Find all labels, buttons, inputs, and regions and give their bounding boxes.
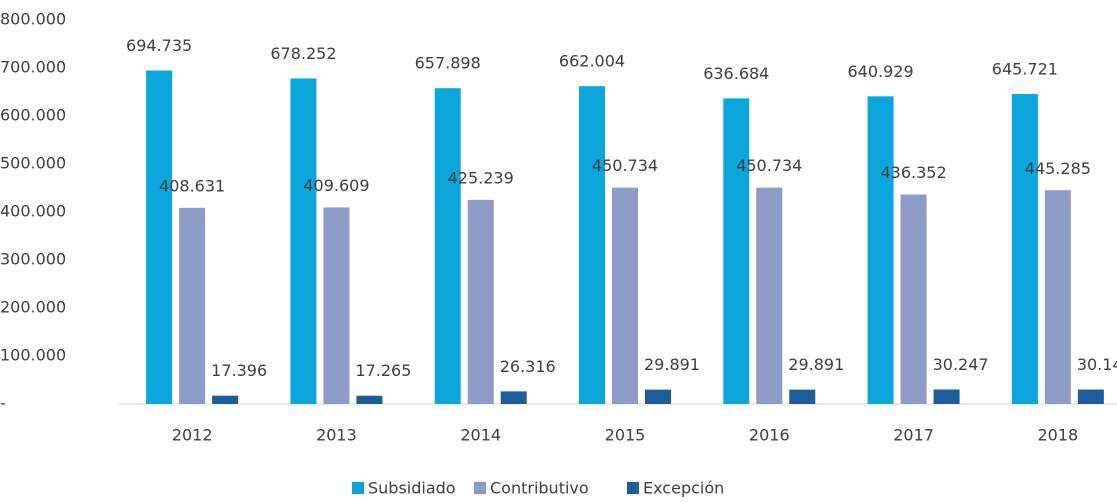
data-label: 636.684 <box>703 64 769 83</box>
y-tick-label: 600.000 <box>0 106 66 125</box>
x-tick-label: 2015 <box>605 426 646 445</box>
bar <box>789 389 816 404</box>
data-label: 445.285 <box>1025 159 1091 178</box>
bar <box>933 389 960 404</box>
bar <box>723 98 750 405</box>
data-label: 640.929 <box>847 62 913 81</box>
data-label: 17.396 <box>211 361 267 380</box>
bar <box>1044 190 1071 404</box>
data-label: 17.265 <box>355 361 411 380</box>
data-label: 408.631 <box>159 176 225 195</box>
legend-label: Subsidiado <box>368 479 456 498</box>
data-label: 29.891 <box>644 355 700 374</box>
data-label: 450.734 <box>736 156 802 175</box>
x-tick-label: 2018 <box>1037 426 1078 445</box>
bar <box>179 207 206 404</box>
legend-swatch <box>474 482 486 494</box>
y-tick-label: 800.000 <box>0 10 66 29</box>
x-tick-label: 2014 <box>460 426 501 445</box>
x-tick-label: 2012 <box>172 426 213 445</box>
bar <box>1077 389 1104 404</box>
data-label: 29.891 <box>788 355 844 374</box>
y-tick-label: 300.000 <box>0 250 66 269</box>
legend-swatch <box>352 482 364 494</box>
legend-label: Excepción <box>643 479 724 498</box>
data-label: 425.239 <box>448 168 514 187</box>
bar <box>500 391 527 404</box>
bar <box>612 187 638 404</box>
legend-swatch <box>627 482 639 494</box>
x-tick-label: 2013 <box>316 426 357 445</box>
data-label: 450.734 <box>592 156 658 175</box>
data-label: 30.247 <box>933 355 989 374</box>
bar <box>212 395 239 404</box>
x-tick-label: 2017 <box>893 426 934 445</box>
data-label: 657.898 <box>415 54 481 73</box>
bar <box>146 70 173 405</box>
data-label: 662.004 <box>559 52 625 71</box>
y-tick-label: 400.000 <box>0 202 66 221</box>
bar <box>467 199 494 404</box>
legend-label: Contributivo <box>490 479 589 498</box>
data-label: 678.252 <box>270 44 336 63</box>
y-tick-label: - <box>0 394 6 413</box>
bar <box>756 187 783 404</box>
data-label: 409.609 <box>303 176 369 195</box>
bar <box>867 96 894 405</box>
data-label: 694.735 <box>126 36 192 55</box>
y-tick-label: 500.000 <box>0 154 66 173</box>
y-tick-label: 700.000 <box>0 58 66 77</box>
data-label: 645.721 <box>992 60 1058 79</box>
data-label: 30.143 <box>1077 355 1117 374</box>
bar <box>356 395 383 404</box>
bar <box>434 88 461 405</box>
y-tick-label: 200.000 <box>0 298 66 317</box>
bar <box>290 78 317 405</box>
bar <box>900 194 927 404</box>
x-tick-label: 2016 <box>749 426 790 445</box>
bar <box>1011 94 1038 404</box>
bar <box>323 207 350 404</box>
bar <box>579 86 605 404</box>
bar <box>645 389 671 404</box>
data-label: 436.352 <box>880 163 946 182</box>
y-tick-label: 100.000 <box>0 346 66 365</box>
data-label: 26.316 <box>500 357 556 376</box>
